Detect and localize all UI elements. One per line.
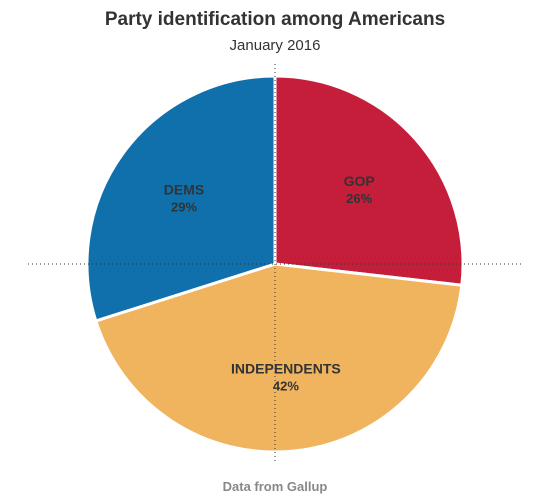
chart-title: Party identification among Americans (105, 9, 445, 30)
source-note: Data from Gallup (223, 479, 328, 494)
slice-labels: GOP 26% INDEPENDENTS 42% DEMS 29% (164, 173, 375, 393)
slice-label-dems: DEMS (164, 181, 204, 197)
chart-subtitle: January 2016 (230, 37, 321, 54)
pie-slice-independents (94, 262, 464, 454)
pie-slice-gop (273, 74, 465, 287)
slice-label-independents: INDEPENDENTS (231, 360, 341, 376)
slice-value-independents: 42% (273, 378, 299, 393)
slice-value-dems: 29% (171, 199, 197, 214)
pie-slices (85, 74, 465, 454)
slice-label-gop: GOP (344, 173, 375, 189)
slice-value-gop: 26% (346, 191, 372, 206)
pie-slice-dems (85, 74, 277, 323)
